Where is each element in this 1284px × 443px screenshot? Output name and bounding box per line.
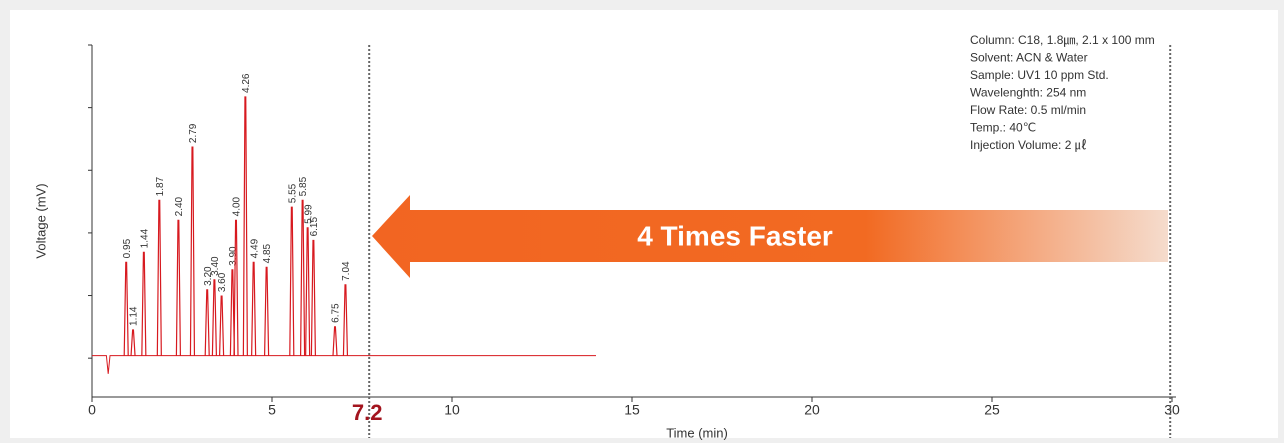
y-axis-label: Voltage (mV) — [33, 183, 48, 258]
peak-label: 4.00 — [232, 196, 243, 216]
note: Solvent: ACN & Water — [970, 51, 1088, 65]
note: Column: C18, 1.8㎛, 2.1 x 100 mm — [970, 33, 1155, 47]
peak-label: 3.20 — [203, 266, 214, 286]
peak — [342, 284, 349, 356]
peak-label: 4.85 — [262, 243, 273, 263]
fast-run-label: 7.2 — [352, 400, 383, 425]
speed-arrow — [372, 195, 1168, 278]
peak — [219, 295, 225, 356]
peak-label: 7.04 — [341, 261, 352, 281]
note: Injection Volume: 2 ㎕ — [970, 138, 1087, 152]
peak-label: 1.44 — [139, 228, 150, 248]
note: Temp.: 40℃ — [970, 121, 1036, 135]
peak — [141, 251, 147, 356]
x-tick-label: 30 — [1164, 402, 1180, 418]
peak-label: 1.14 — [129, 306, 140, 326]
x-tick-label: 15 — [624, 402, 640, 418]
peak-label: 2.79 — [188, 123, 199, 143]
peak-label: 3.90 — [228, 246, 239, 266]
x-tick-label: 20 — [804, 402, 820, 418]
peak-label: 4.26 — [241, 73, 252, 93]
peak — [310, 239, 316, 356]
peak — [289, 206, 295, 356]
peak-label: 3.60 — [217, 272, 228, 292]
peak-label: 0.95 — [122, 238, 133, 258]
peak — [123, 261, 129, 356]
arrow-text: 4 Times Faster — [637, 220, 833, 251]
peak-label: 2.40 — [174, 196, 185, 216]
baseline-trace — [92, 355, 596, 374]
peak — [189, 146, 196, 356]
peak — [175, 219, 181, 356]
note: Flow Rate: 0.5 ml/min — [970, 103, 1086, 117]
peak — [233, 219, 239, 356]
peak — [264, 266, 270, 356]
peak-label: 6.75 — [331, 303, 342, 323]
peak — [332, 326, 338, 356]
x-tick-label: 5 — [268, 402, 276, 418]
x-tick-label: 0 — [88, 402, 96, 418]
peak — [211, 279, 217, 356]
peak — [305, 227, 311, 356]
peak-label: 1.87 — [155, 176, 166, 196]
peak-label: 6.15 — [309, 217, 320, 237]
peak — [229, 269, 235, 356]
peak — [130, 329, 136, 356]
peak-label: 5.85 — [298, 176, 309, 196]
x-tick-label: 25 — [984, 402, 1000, 418]
peak — [156, 199, 162, 356]
peak-label: 5.99 — [303, 204, 314, 224]
peak — [204, 289, 210, 356]
peak-label: 3.40 — [210, 256, 221, 276]
peak-label: 4.49 — [249, 238, 260, 258]
x-axis-label: Time (min) — [666, 425, 728, 440]
x-tick-label: 10 — [444, 402, 460, 418]
note: Wavelenghth: 254 nm — [970, 86, 1086, 100]
note: Sample: UV1 10 ppm Std. — [970, 68, 1109, 82]
peak — [300, 199, 306, 356]
peak — [242, 96, 248, 356]
peak-label: 5.55 — [287, 183, 298, 203]
peak — [251, 261, 257, 356]
